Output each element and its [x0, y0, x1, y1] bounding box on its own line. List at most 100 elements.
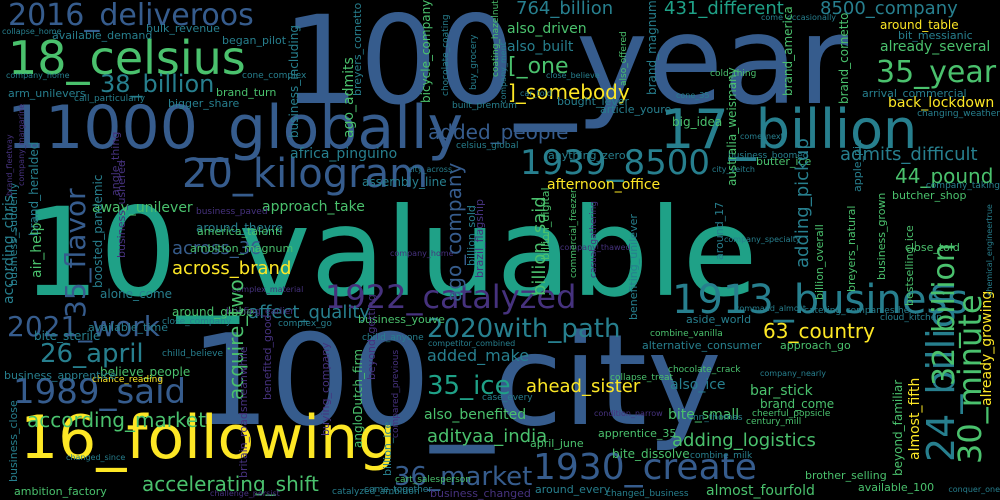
word: combine_vanilla	[650, 329, 723, 339]
word: city_veitch	[712, 165, 755, 174]
word: complex_go	[278, 319, 332, 329]
word: began_pilot	[222, 34, 287, 47]
word: 100_year	[282, 0, 849, 132]
word: 431_different	[664, 0, 784, 19]
word: 1930_create	[533, 447, 757, 488]
word: company_thawed	[560, 243, 631, 252]
word: beyond_familiar	[891, 379, 905, 476]
word: alone_come	[100, 287, 173, 301]
word: chocolate_coating	[441, 14, 451, 96]
word: catalyzed_ambition	[332, 487, 420, 497]
word: briefing_earlier	[226, 307, 295, 317]
word: 1922_catalyzed	[325, 278, 577, 316]
word: almost_fourfold	[706, 483, 815, 499]
word: bicycle_company	[419, 0, 433, 104]
word: chocolate_crack	[668, 365, 741, 375]
word: business_suddenly	[7, 182, 20, 286]
word: cold_thing	[710, 69, 757, 79]
word: brand_come	[760, 397, 835, 411]
word: big_idea	[672, 115, 723, 129]
word: ago_company	[442, 162, 466, 302]
word: bar_stick	[750, 383, 813, 399]
word: cloud_kitchen	[880, 313, 943, 323]
word: around_every	[535, 483, 611, 496]
word: business_youve	[358, 313, 445, 326]
word: also_ice	[670, 377, 726, 393]
word: brand_america	[781, 6, 795, 96]
word: changed_since	[66, 453, 126, 462]
word: conquer_one	[948, 485, 1000, 494]
word: air_help	[29, 222, 45, 279]
word: changed_business	[606, 489, 689, 499]
word: back_lockdown	[888, 95, 995, 111]
word: across_brand	[172, 258, 292, 279]
word: around_globe	[172, 305, 254, 319]
word: business_close	[7, 400, 20, 482]
word: 44_pound	[895, 164, 994, 188]
word: bulk_revenue	[146, 22, 220, 35]
word: billion_overall	[813, 224, 826, 300]
word: [_one	[508, 54, 569, 79]
word: chance_reading	[92, 375, 164, 385]
word: almost_fifth	[907, 377, 923, 460]
word: adding_logistics	[672, 430, 816, 451]
word: car_told	[520, 89, 552, 98]
word: cheerful_popsicle	[752, 409, 831, 419]
word: 1939_8500	[520, 143, 711, 183]
word: already_several	[880, 39, 991, 55]
word: aside_world	[686, 313, 752, 326]
word: catering_companiesthe	[804, 306, 910, 316]
word: come_next	[740, 132, 784, 141]
word: buy_grocery	[469, 34, 479, 90]
word: benefiting_unilever	[627, 214, 640, 320]
word: boosted_pandemic	[91, 174, 105, 288]
word: billion_ice	[381, 421, 394, 476]
word: available_100	[858, 481, 935, 494]
word: 2020with_path	[427, 314, 621, 344]
word: century_mill	[746, 417, 802, 427]
word: butter_ice	[756, 155, 812, 168]
word: condition_narrow	[594, 409, 663, 418]
word: 100_city	[190, 307, 722, 454]
word: 63_country	[763, 319, 875, 343]
word: apple_pie	[851, 139, 864, 192]
word: bite_dissolve	[612, 447, 690, 461]
word: bigger_share	[168, 97, 240, 110]
word: away_unilever	[92, 200, 193, 216]
word: australia_weismany	[725, 67, 739, 186]
word: brand_turn	[216, 86, 277, 99]
word: commercial_freezer	[569, 189, 579, 278]
word: 10_valuable	[22, 182, 758, 324]
word: chemical_engineertrue	[985, 204, 994, 296]
word: company_home	[6, 71, 70, 80]
word: collapse_treat	[610, 373, 674, 383]
word: close_believe	[546, 71, 600, 80]
word: cnn_thomas	[688, 413, 743, 423]
word: accelerating_shift	[142, 472, 319, 496]
word: affect_quality	[248, 302, 371, 323]
word: alternative_consumer	[642, 339, 762, 352]
word: approach_take	[262, 199, 365, 215]
word: 26_april	[40, 339, 144, 369]
word: company_specialty	[724, 235, 801, 244]
word: bit_messianic	[898, 29, 973, 42]
word: america_talenti	[197, 225, 283, 238]
word: britain_roadsmeanwhile	[237, 346, 250, 478]
word: arrival_commercial	[862, 87, 967, 100]
word: available_time	[88, 321, 169, 334]
word: already_growing	[979, 290, 995, 406]
word: arm_unilevers	[8, 87, 86, 100]
word: case_every	[482, 393, 533, 403]
word: company_ment	[499, 42, 508, 104]
word: added_make	[427, 346, 530, 365]
word: approach_go	[780, 339, 851, 352]
word: 11000_globally	[7, 93, 464, 163]
word: 17_billion	[660, 98, 918, 161]
word: breyers_cornetto	[351, 2, 364, 96]
word: company_nearly	[760, 369, 827, 378]
word: cone_35	[676, 91, 710, 100]
word: 18_celsius	[8, 31, 246, 85]
word: africa_pinguino	[290, 146, 398, 162]
word: anything_zero	[548, 149, 626, 162]
